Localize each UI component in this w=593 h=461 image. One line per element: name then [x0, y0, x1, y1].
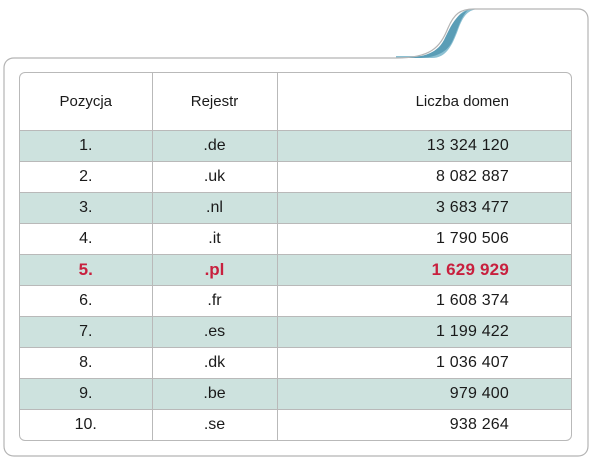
header-domain-count: Liczba domen: [276, 73, 571, 131]
cell-position: 3.: [20, 192, 152, 224]
cell-position: 9.: [20, 378, 152, 410]
cell-registry: .de: [151, 130, 277, 162]
cell-domain-count: 938 264: [276, 409, 571, 440]
cell-registry: .dk: [151, 347, 277, 379]
cell-position: 4.: [20, 223, 152, 255]
cell-position: 7.: [20, 316, 152, 348]
header-registry: Rejestr: [151, 73, 277, 131]
cell-position: 5.: [20, 254, 152, 286]
table-header-row: Pozycja Rejestr Liczba domen: [20, 73, 571, 131]
domain-ranking-table: Pozycja Rejestr Liczba domen 1. .de 13 3…: [19, 72, 572, 441]
cell-domain-count: 1 629 929: [276, 254, 571, 286]
cell-registry: .uk: [151, 161, 277, 193]
cell-registry: .es: [151, 316, 277, 348]
cell-registry: .fr: [151, 285, 277, 317]
cell-registry: .be: [151, 378, 277, 410]
cell-registry: .pl: [151, 254, 277, 286]
cell-domain-count: 13 324 120: [276, 130, 571, 162]
table-row: 6. .fr 1 608 374: [20, 285, 571, 317]
cell-position: 10.: [20, 409, 152, 440]
table-row: 3. .nl 3 683 477: [20, 192, 571, 224]
table-row: 8. .dk 1 036 407: [20, 347, 571, 379]
cell-domain-count: 8 082 887: [276, 161, 571, 193]
cell-registry: .it: [151, 223, 277, 255]
table-row: 2. .uk 8 082 887: [20, 161, 571, 193]
cell-domain-count: 979 400: [276, 378, 571, 410]
table-row: 10. .se 938 264: [20, 409, 571, 440]
ranking-table: Pozycja Rejestr Liczba domen 1. .de 13 3…: [20, 73, 571, 440]
cell-domain-count: 1 608 374: [276, 285, 571, 317]
cell-domain-count: 1 199 422: [276, 316, 571, 348]
table-row: 7. .es 1 199 422: [20, 316, 571, 348]
table-row: 1. .de 13 324 120: [20, 130, 571, 162]
header-position: Pozycja: [20, 73, 152, 131]
cell-position: 6.: [20, 285, 152, 317]
cell-domain-count: 3 683 477: [276, 192, 571, 224]
cell-position: 1.: [20, 130, 152, 162]
cell-position: 2.: [20, 161, 152, 193]
cell-domain-count: 1 790 506: [276, 223, 571, 255]
folder-tab: [396, 9, 588, 58]
table-row: 9. .be 979 400: [20, 378, 571, 410]
table-row: 4. .it 1 790 506: [20, 223, 571, 255]
cell-domain-count: 1 036 407: [276, 347, 571, 379]
table-row-highlighted: 5. .pl 1 629 929: [20, 254, 571, 286]
cell-position: 8.: [20, 347, 152, 379]
cell-registry: .se: [151, 409, 277, 440]
cell-registry: .nl: [151, 192, 277, 224]
